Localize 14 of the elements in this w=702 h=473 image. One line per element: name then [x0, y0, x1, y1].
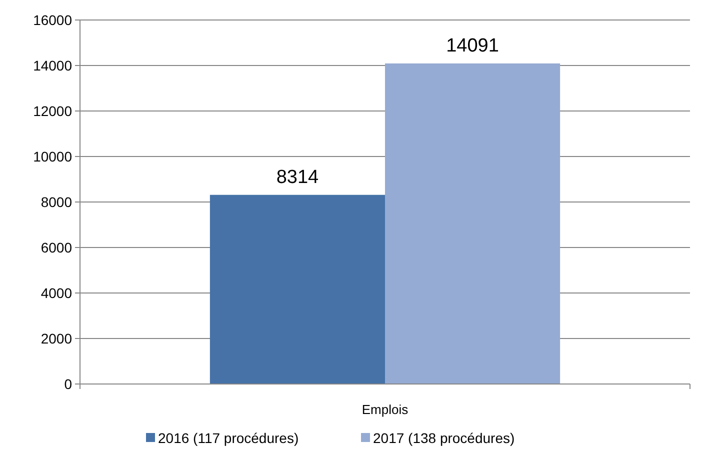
y-tick-label: 10000: [33, 148, 72, 164]
y-tick-label: 14000: [33, 57, 72, 74]
y-tick-label: 4000: [40, 284, 72, 301]
legend-label: 2017 (138 procédures): [373, 430, 515, 446]
y-tick-label: 2000: [40, 330, 72, 346]
y-tick-label: 12000: [33, 102, 72, 119]
data-label: 8314: [276, 166, 320, 188]
y-tick-label: 6000: [40, 239, 72, 256]
legend-label: 2016 (117 procédures): [158, 430, 299, 446]
y-tick-label: 0: [64, 376, 72, 392]
y-tick-label: 8000: [40, 194, 72, 210]
y-tick-label: 16000: [33, 12, 72, 28]
data-label: 14091: [446, 35, 499, 56]
x-tick-label: Emplois: [362, 402, 409, 417]
